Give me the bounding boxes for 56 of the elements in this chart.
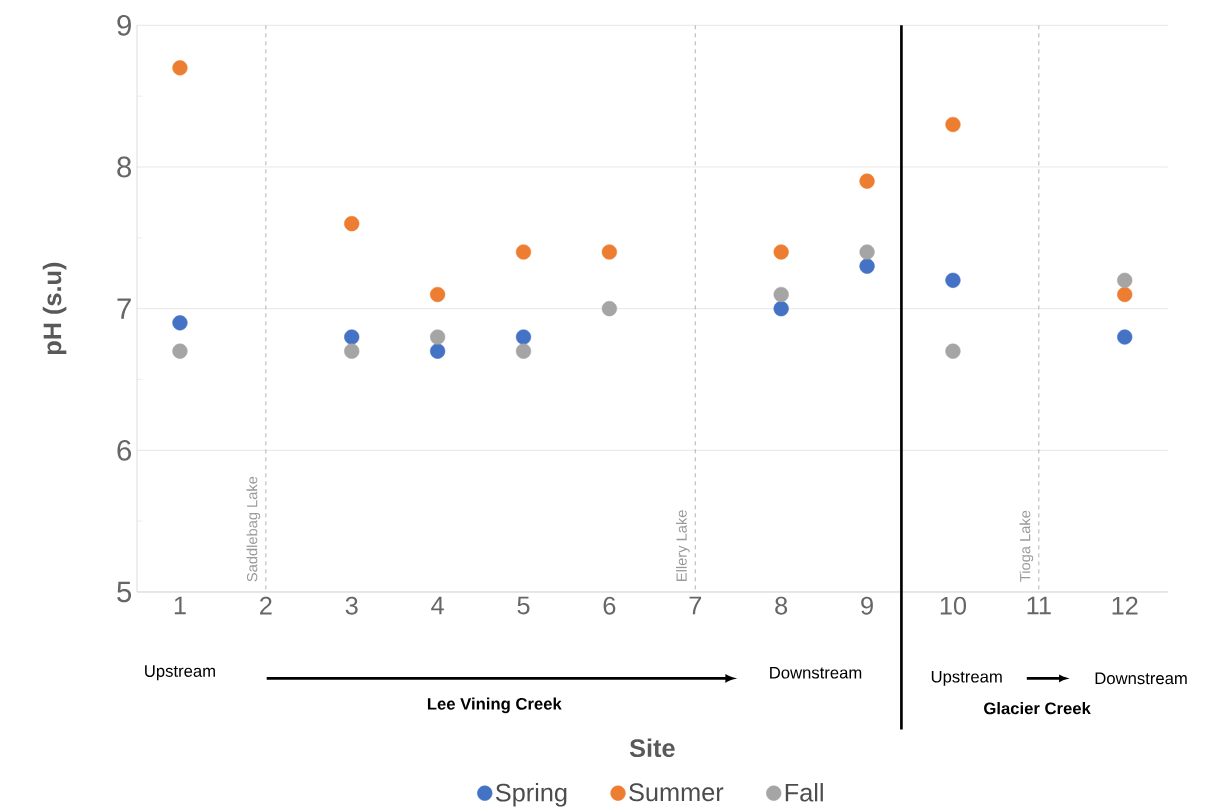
point bbox=[1117, 272, 1133, 288]
x-tick-label: 2 bbox=[260, 596, 272, 615]
ref-line-label: Saddlebag Lake bbox=[246, 476, 261, 582]
y-tick-label: 7 bbox=[117, 298, 131, 319]
ref-line-label: Ellery Lake bbox=[676, 510, 690, 581]
legend-label: Spring bbox=[495, 782, 567, 807]
point bbox=[859, 258, 875, 274]
point bbox=[859, 244, 875, 260]
ref-line-label: Tioga Lake bbox=[1019, 510, 1034, 582]
point bbox=[430, 329, 446, 345]
point bbox=[601, 301, 617, 317]
x-tick-label: 5 bbox=[517, 596, 530, 615]
x-tick-label: 6 bbox=[603, 596, 616, 615]
x-tick-label: 8 bbox=[775, 596, 788, 615]
text: Upstream bbox=[931, 670, 1002, 686]
x-tick-label: 7 bbox=[689, 596, 702, 615]
point bbox=[859, 173, 875, 189]
legend-label: Summer bbox=[629, 783, 724, 802]
y-tick-label: 6 bbox=[117, 439, 132, 461]
point bbox=[172, 315, 188, 331]
point bbox=[773, 286, 789, 303]
point bbox=[172, 60, 188, 76]
point bbox=[1117, 286, 1133, 303]
point bbox=[773, 244, 789, 260]
x-tick-label: 10 bbox=[940, 596, 967, 615]
point bbox=[344, 343, 360, 359]
x-axis-title: Site bbox=[629, 738, 675, 758]
x-tick-label: 9 bbox=[861, 596, 873, 615]
point bbox=[344, 216, 360, 232]
text: Downstream bbox=[770, 666, 862, 679]
x-tick-label: 11 bbox=[1027, 596, 1051, 615]
point bbox=[945, 116, 961, 133]
x-tick-label: 1 bbox=[174, 596, 186, 615]
text: Lee Vining Creek bbox=[427, 697, 562, 714]
point bbox=[515, 244, 532, 260]
text: Glacier Creek bbox=[984, 702, 1091, 715]
point bbox=[945, 343, 961, 359]
x-tick-label: 12 bbox=[1112, 596, 1138, 615]
point bbox=[515, 343, 532, 359]
point bbox=[601, 244, 617, 260]
point bbox=[515, 329, 532, 345]
point bbox=[430, 343, 446, 359]
y-axis-title: pH (s.u) bbox=[42, 262, 67, 355]
point bbox=[773, 301, 789, 317]
point bbox=[344, 329, 360, 345]
text: Downstream bbox=[1095, 672, 1187, 685]
y-tick-label: 8 bbox=[117, 156, 132, 178]
x-tick-label: 3 bbox=[345, 596, 358, 615]
x-tick-label: 4 bbox=[431, 596, 444, 615]
point bbox=[945, 272, 961, 288]
point bbox=[430, 286, 446, 303]
y-tick-label: 9 bbox=[117, 14, 131, 36]
point bbox=[1117, 329, 1133, 345]
text: Upstream bbox=[145, 665, 215, 681]
point bbox=[172, 343, 188, 359]
legend-label: Fall bbox=[785, 782, 823, 802]
